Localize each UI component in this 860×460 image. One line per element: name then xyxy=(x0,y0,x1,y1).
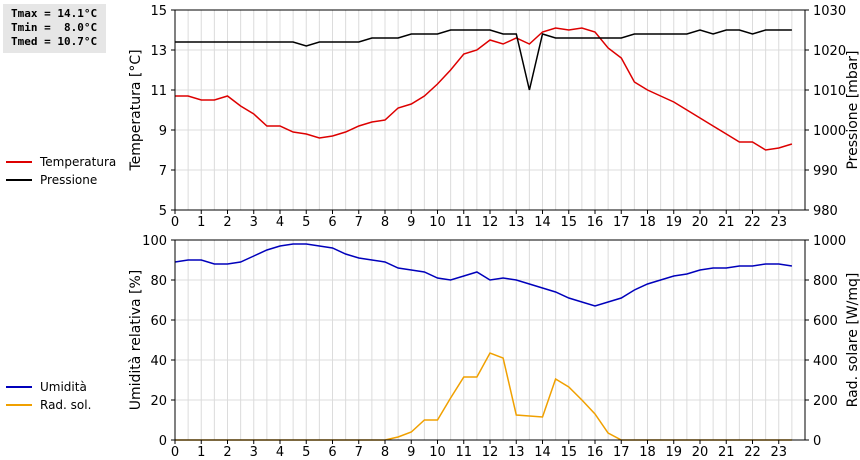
y-tick-label-right: 980 xyxy=(813,204,838,219)
x-tick-label: 13 xyxy=(508,215,525,230)
x-tick-label: 4 xyxy=(276,445,284,460)
y-tick-label-left: 80 xyxy=(150,274,167,289)
stat-tmax: Tmax = 14.1°C xyxy=(11,7,98,20)
y-tick-label-right: 200 xyxy=(813,394,838,409)
x-tick-label: 17 xyxy=(613,445,630,460)
y-axis-label-left: Umidità relativa [%] xyxy=(128,270,144,411)
legend-top: Temperatura Pressione xyxy=(6,153,116,189)
y-tick-label-left: 13 xyxy=(150,44,167,59)
y-tick-label-right: 600 xyxy=(813,314,838,329)
y-tick-label-left: 9 xyxy=(159,124,167,139)
x-tick-label: 23 xyxy=(770,445,787,460)
x-tick-label: 10 xyxy=(429,215,446,230)
y-tick-label-left: 60 xyxy=(150,314,167,329)
x-tick-label: 12 xyxy=(482,445,499,460)
x-tick-label: 14 xyxy=(534,215,551,230)
y-tick-label-left: 20 xyxy=(150,394,167,409)
x-tick-label: 21 xyxy=(718,445,735,460)
x-tick-label: 16 xyxy=(587,445,604,460)
x-tick-label: 10 xyxy=(429,445,446,460)
x-tick-label: 1 xyxy=(197,215,205,230)
x-tick-label: 2 xyxy=(223,215,231,230)
x-tick-label: 6 xyxy=(328,215,336,230)
y-tick-label-left: 11 xyxy=(150,84,167,99)
y-tick-label-left: 40 xyxy=(150,354,167,369)
legend-swatch xyxy=(6,386,32,388)
x-tick-label: 20 xyxy=(692,215,709,230)
y-tick-label-right: 800 xyxy=(813,274,838,289)
y-tick-label-left: 15 xyxy=(150,4,167,19)
x-tick-label: 15 xyxy=(560,215,577,230)
legend-item-temperatura: Temperatura xyxy=(6,153,116,171)
legend-swatch xyxy=(6,404,32,406)
legend-item-umidita: Umidità xyxy=(6,378,91,396)
x-tick-label: 15 xyxy=(560,445,577,460)
series-line-rad-sol xyxy=(175,352,792,441)
series-line-pressione xyxy=(175,29,792,91)
x-tick-label: 4 xyxy=(276,215,284,230)
y-axis-label-right: Pressione [mbar] xyxy=(845,50,860,169)
y-tick-label-right: 990 xyxy=(813,164,838,179)
y-tick-label-left: 7 xyxy=(159,164,167,179)
legend-swatch xyxy=(6,179,32,181)
x-tick-label: 11 xyxy=(455,445,472,460)
x-tick-label: 17 xyxy=(613,215,630,230)
legend-swatch xyxy=(6,161,32,163)
y-axis-label-left: Temperatura [°C] xyxy=(128,49,144,171)
x-tick-label: 7 xyxy=(355,445,363,460)
x-tick-label: 1 xyxy=(197,445,205,460)
stat-tmin: Tmin = 8.0°C xyxy=(11,21,98,34)
stat-tmed: Tmed = 10.7°C xyxy=(11,35,98,48)
y-tick-label-right: 400 xyxy=(813,354,838,369)
legend-label: Umidità xyxy=(40,380,87,394)
stats-box: Tmax = 14.1°C Tmin = 8.0°C Tmed = 10.7°C xyxy=(3,4,106,53)
series-line-temperatura xyxy=(175,27,793,151)
x-tick-label: 18 xyxy=(639,215,656,230)
x-tick-label: 11 xyxy=(455,215,472,230)
x-tick-label: 9 xyxy=(407,445,415,460)
legend-bottom: Umidità Rad. sol. xyxy=(6,378,91,414)
legend-label: Temperatura xyxy=(40,155,117,169)
x-tick-label: 21 xyxy=(718,215,735,230)
x-tick-label: 0 xyxy=(171,215,179,230)
x-tick-label: 3 xyxy=(250,215,258,230)
x-tick-label: 12 xyxy=(482,215,499,230)
x-tick-label: 6 xyxy=(328,445,336,460)
x-tick-label: 13 xyxy=(508,445,525,460)
x-tick-label: 18 xyxy=(639,445,656,460)
x-tick-label: 14 xyxy=(534,445,551,460)
series-line-umidit xyxy=(174,243,793,307)
y-tick-label-right: 1000 xyxy=(813,234,846,249)
legend-label: Pressione xyxy=(40,173,98,187)
y-tick-label-left: 100 xyxy=(142,234,167,249)
x-tick-label: 5 xyxy=(302,215,310,230)
x-tick-label: 3 xyxy=(250,445,258,460)
x-tick-label: 22 xyxy=(744,215,761,230)
x-tick-label: 9 xyxy=(407,215,415,230)
x-tick-label: 19 xyxy=(665,445,682,460)
x-tick-label: 19 xyxy=(665,215,682,230)
legend-item-rad-sol: Rad. sol. xyxy=(6,396,91,414)
x-tick-label: 16 xyxy=(587,215,604,230)
y-tick-label-right: 1000 xyxy=(813,124,846,139)
y-tick-label-left: 0 xyxy=(159,434,167,449)
x-tick-label: 7 xyxy=(355,215,363,230)
y-tick-label-right: 1010 xyxy=(813,84,846,99)
x-tick-label: 8 xyxy=(381,215,389,230)
y-axis-label-right: Rad. solare [W/mq] xyxy=(845,273,860,408)
x-tick-label: 23 xyxy=(770,215,787,230)
x-tick-label: 8 xyxy=(381,445,389,460)
x-tick-label: 22 xyxy=(744,445,761,460)
legend-label: Rad. sol. xyxy=(40,398,92,412)
y-tick-label-right: 1030 xyxy=(813,4,846,19)
y-tick-label-left: 5 xyxy=(159,204,167,219)
legend-item-pressione: Pressione xyxy=(6,171,116,189)
y-tick-label-right: 0 xyxy=(813,434,821,449)
x-tick-label: 20 xyxy=(692,445,709,460)
x-tick-label: 5 xyxy=(302,445,310,460)
x-tick-label: 2 xyxy=(223,445,231,460)
y-tick-label-right: 1020 xyxy=(813,44,846,59)
x-tick-label: 0 xyxy=(171,445,179,460)
